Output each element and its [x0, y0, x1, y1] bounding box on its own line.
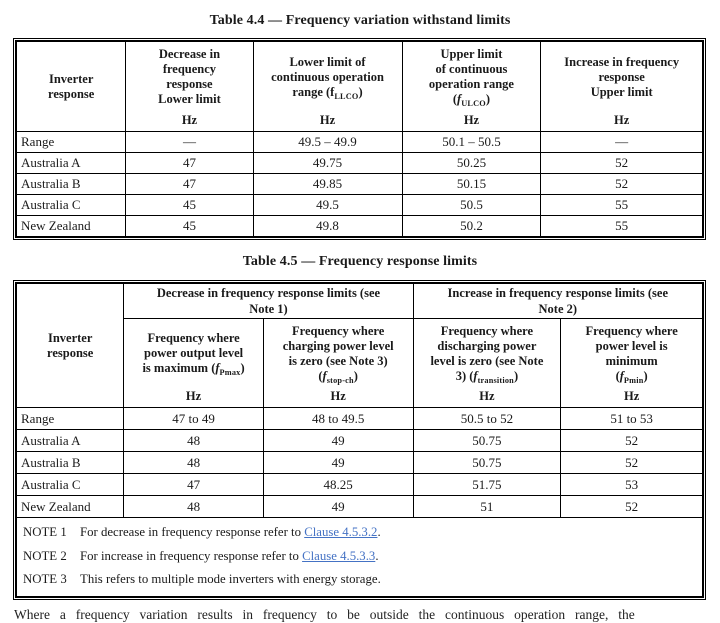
note-label: NOTE 3 [23, 572, 67, 586]
cell: — [540, 131, 704, 153]
cell: 49.85 [252, 173, 403, 195]
t44-header-lower-limit-continuous: Lower limit of continuous operation rang… [252, 40, 403, 132]
cell: 45 [125, 215, 254, 238]
t45-header-fstop-ch: Frequency where charging power level is … [262, 318, 414, 408]
cell: 48.25 [262, 473, 414, 496]
cell: 50.15 [401, 173, 542, 195]
cell: 49 [262, 451, 414, 474]
cell: 47 [123, 473, 264, 496]
row-label: Range [15, 131, 127, 153]
table-4-4-title: Table 4.4 — Frequency variation withstan… [209, 13, 511, 28]
unit-label: Hz [463, 113, 480, 127]
t44-header-upper-limit-continuous: Upper limit of continuous operation rang… [401, 40, 542, 132]
t45-group-decrease: Decrease in frequency response limits (s… [123, 282, 414, 319]
cell: 50.5 [401, 194, 542, 216]
note-text: For increase in frequency response refer… [80, 548, 379, 563]
cell: 48 [123, 451, 264, 474]
unit-label: Hz [181, 113, 198, 127]
cell: 47 [125, 152, 254, 174]
document-page: Table 4.4 — Frequency variation withstan… [0, 13, 720, 623]
row-label: Australia A [15, 152, 127, 174]
table-notes: NOTE 1 For decrease in frequency respons… [15, 517, 704, 597]
t45-group-increase: Increase in frequency response limits (s… [412, 282, 704, 319]
t45-header-ftransition: Frequency where discharging power level … [412, 318, 562, 408]
t45-header-fpmin: Frequency where power level is minimum (… [560, 318, 704, 408]
table-row: Australia B 48 49 50.75 52 [15, 451, 704, 474]
cell: 50.25 [401, 152, 542, 174]
cell: 53 [560, 473, 704, 496]
table-row: Australia A 48 49 50.75 52 [15, 429, 704, 452]
t45-header-inverter-response: Inverter response [15, 282, 125, 408]
cell: 52 [560, 451, 704, 474]
row-label: Range [15, 407, 125, 430]
table-row: New Zealand 48 49 51 52 [15, 495, 704, 518]
row-label: Australia C [15, 473, 125, 496]
note-text: This refers to multiple mode inverters w… [80, 572, 381, 586]
row-label: Australia A [15, 429, 125, 452]
t44-header-increase-upper-limit: Increase in frequency response Upper lim… [540, 40, 704, 132]
table-row: Range — 49.5 – 49.9 50.1 – 50.5 — [15, 131, 704, 153]
cell: 51.75 [412, 473, 562, 496]
cell: 51 [412, 495, 562, 518]
cell: 50.75 [412, 429, 562, 452]
unit-label: Hz [185, 389, 202, 403]
cell: 55 [540, 194, 704, 216]
note-label: NOTE 1 [23, 525, 67, 539]
cell: 49.75 [252, 152, 403, 174]
note-1: NOTE 1 For decrease in frequency respons… [23, 521, 698, 545]
unit-label: Hz [479, 389, 495, 403]
cell: 45 [125, 194, 254, 216]
t44-header-inverter-response: Inverter response [15, 40, 127, 132]
t44-header-decrease-lower-limit: Decrease in frequency response Lower lim… [125, 40, 254, 132]
unit-label: Hz [330, 389, 346, 403]
cell: 48 [123, 495, 264, 518]
unit-label: Hz [319, 113, 336, 127]
cell: 48 [123, 429, 264, 452]
cell: 50.1 – 50.5 [401, 131, 542, 153]
table-row: Australia C 45 49.5 50.5 55 [15, 194, 704, 216]
cell: 49.5 [252, 194, 403, 216]
row-label: Australia B [15, 173, 127, 195]
table-4-5: Inverter response Decrease in frequency … [13, 280, 706, 600]
cell: 52 [560, 495, 704, 518]
cell: 50.5 to 52 [412, 407, 562, 430]
clause-4-5-3-2-link[interactable]: Clause 4.5.3.2 [304, 525, 378, 539]
row-label: New Zealand [15, 215, 127, 238]
table-row: Australia C 47 48.25 51.75 53 [15, 473, 704, 496]
cell: 52 [560, 429, 704, 452]
cell: 47 [125, 173, 254, 195]
cell: 48 to 49.5 [262, 407, 414, 430]
table-row: Australia A 47 49.75 50.25 52 [15, 152, 704, 174]
t45-header-fpmax: Frequency where power output level is ma… [123, 318, 264, 408]
cell: — [125, 131, 254, 153]
body-text-clipped: Where a frequency variation results in f… [14, 606, 635, 622]
table-4-5-title: Table 4.5 — Frequency response limits [242, 254, 478, 269]
row-label: Australia B [15, 451, 125, 474]
row-label: Australia C [15, 194, 127, 216]
cell: 49 [262, 495, 414, 518]
table-row: Range 47 to 49 48 to 49.5 50.5 to 52 51 … [15, 407, 704, 430]
note-2: NOTE 2 For increase in frequency respons… [23, 545, 698, 569]
cell: 47 to 49 [123, 407, 264, 430]
note-text: For decrease in frequency response refer… [80, 525, 381, 539]
table-4-4: Inverter response Decrease in frequency … [13, 38, 706, 240]
cell: 49.8 [252, 215, 403, 238]
clause-4-5-3-3-link[interactable]: Clause 4.5.3.3 [302, 548, 376, 563]
cell: 50.75 [412, 451, 562, 474]
cell: 50.2 [401, 215, 542, 238]
unit-label: Hz [614, 113, 630, 127]
cell: 49 [262, 429, 414, 452]
row-label: New Zealand [15, 495, 125, 518]
table-row: Australia B 47 49.85 50.15 52 [15, 173, 704, 195]
cell: 52 [540, 173, 704, 195]
note-3: NOTE 3 This refers to multiple mode inve… [23, 568, 698, 592]
note-label: NOTE 2 [23, 548, 67, 563]
cell: 49.5 – 49.9 [252, 131, 403, 153]
table-row: New Zealand 45 49.8 50.2 55 [15, 215, 704, 238]
cell: 55 [540, 215, 704, 238]
cell: 52 [540, 152, 704, 174]
unit-label: Hz [623, 389, 640, 403]
cell: 51 to 53 [560, 407, 704, 430]
